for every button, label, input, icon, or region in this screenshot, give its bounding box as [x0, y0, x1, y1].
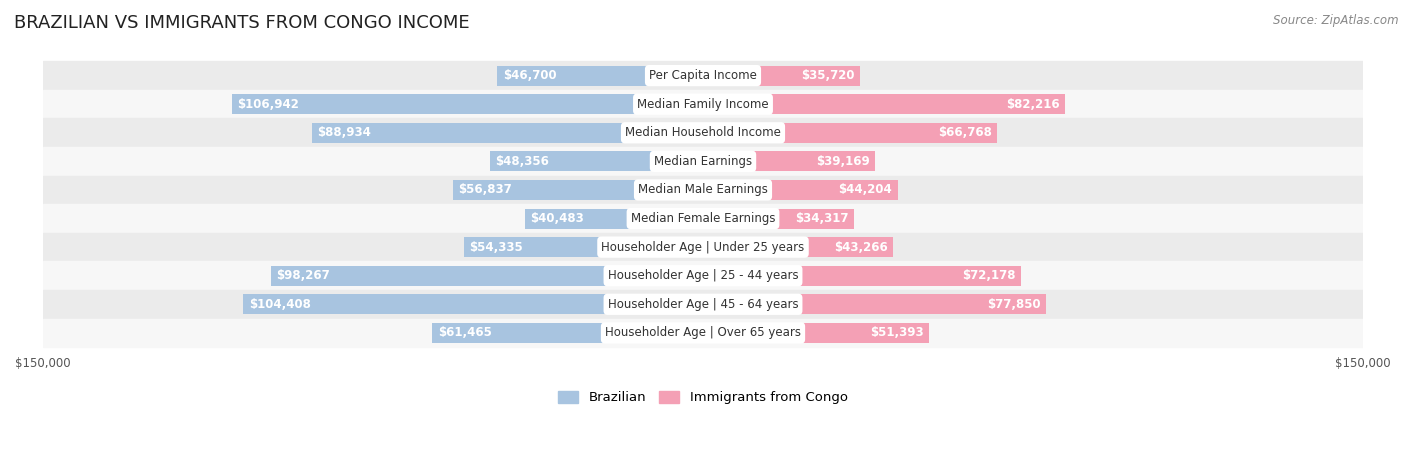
Text: Per Capita Income: Per Capita Income	[650, 69, 756, 82]
Text: Source: ZipAtlas.com: Source: ZipAtlas.com	[1274, 14, 1399, 27]
Text: Median Earnings: Median Earnings	[654, 155, 752, 168]
Legend: Brazilian, Immigrants from Congo: Brazilian, Immigrants from Congo	[553, 386, 853, 410]
Text: $104,408: $104,408	[249, 298, 311, 311]
Bar	[42, 262, 1364, 290]
Text: BRAZILIAN VS IMMIGRANTS FROM CONGO INCOME: BRAZILIAN VS IMMIGRANTS FROM CONGO INCOM…	[14, 14, 470, 32]
Bar	[703, 237, 893, 257]
Bar	[42, 318, 1364, 347]
Bar	[703, 323, 929, 343]
Text: $54,335: $54,335	[470, 241, 523, 254]
Text: $61,465: $61,465	[437, 326, 492, 340]
Bar	[703, 123, 997, 143]
Text: Median Family Income: Median Family Income	[637, 98, 769, 111]
Bar	[703, 65, 860, 85]
Bar	[703, 94, 1064, 114]
Bar	[270, 266, 703, 286]
Text: $39,169: $39,169	[817, 155, 870, 168]
Bar	[453, 180, 703, 200]
Bar	[703, 209, 853, 228]
Text: Median Household Income: Median Household Income	[626, 126, 780, 139]
Text: $77,850: $77,850	[987, 298, 1040, 311]
Text: $48,356: $48,356	[495, 155, 550, 168]
Text: $72,178: $72,178	[962, 269, 1015, 282]
Bar	[42, 119, 1364, 147]
Text: Median Male Earnings: Median Male Earnings	[638, 184, 768, 197]
Bar	[498, 65, 703, 85]
Bar	[703, 151, 876, 171]
Text: Median Female Earnings: Median Female Earnings	[631, 212, 775, 225]
Text: $35,720: $35,720	[801, 69, 855, 82]
Bar	[703, 266, 1021, 286]
Bar	[42, 90, 1364, 119]
Text: $82,216: $82,216	[1005, 98, 1060, 111]
Bar	[312, 123, 703, 143]
Bar	[491, 151, 703, 171]
Bar	[703, 294, 1046, 314]
Text: $51,393: $51,393	[870, 326, 924, 340]
Text: $34,317: $34,317	[796, 212, 849, 225]
Bar	[42, 233, 1364, 262]
Bar	[243, 294, 703, 314]
Bar	[433, 323, 703, 343]
Bar	[42, 61, 1364, 90]
Text: $98,267: $98,267	[276, 269, 329, 282]
Text: Householder Age | Over 65 years: Householder Age | Over 65 years	[605, 326, 801, 340]
Text: $56,837: $56,837	[458, 184, 512, 197]
Text: $43,266: $43,266	[834, 241, 889, 254]
Text: Householder Age | Under 25 years: Householder Age | Under 25 years	[602, 241, 804, 254]
Text: $66,768: $66,768	[938, 126, 991, 139]
Text: $44,204: $44,204	[838, 184, 893, 197]
Bar	[42, 176, 1364, 204]
Text: Householder Age | 25 - 44 years: Householder Age | 25 - 44 years	[607, 269, 799, 282]
Bar	[524, 209, 703, 228]
Bar	[42, 290, 1364, 318]
Bar	[42, 147, 1364, 176]
Text: $88,934: $88,934	[316, 126, 371, 139]
Text: $46,700: $46,700	[503, 69, 557, 82]
Bar	[232, 94, 703, 114]
Bar	[464, 237, 703, 257]
Text: $40,483: $40,483	[530, 212, 583, 225]
Text: $106,942: $106,942	[238, 98, 299, 111]
Bar	[703, 180, 897, 200]
Bar	[42, 204, 1364, 233]
Text: Householder Age | 45 - 64 years: Householder Age | 45 - 64 years	[607, 298, 799, 311]
